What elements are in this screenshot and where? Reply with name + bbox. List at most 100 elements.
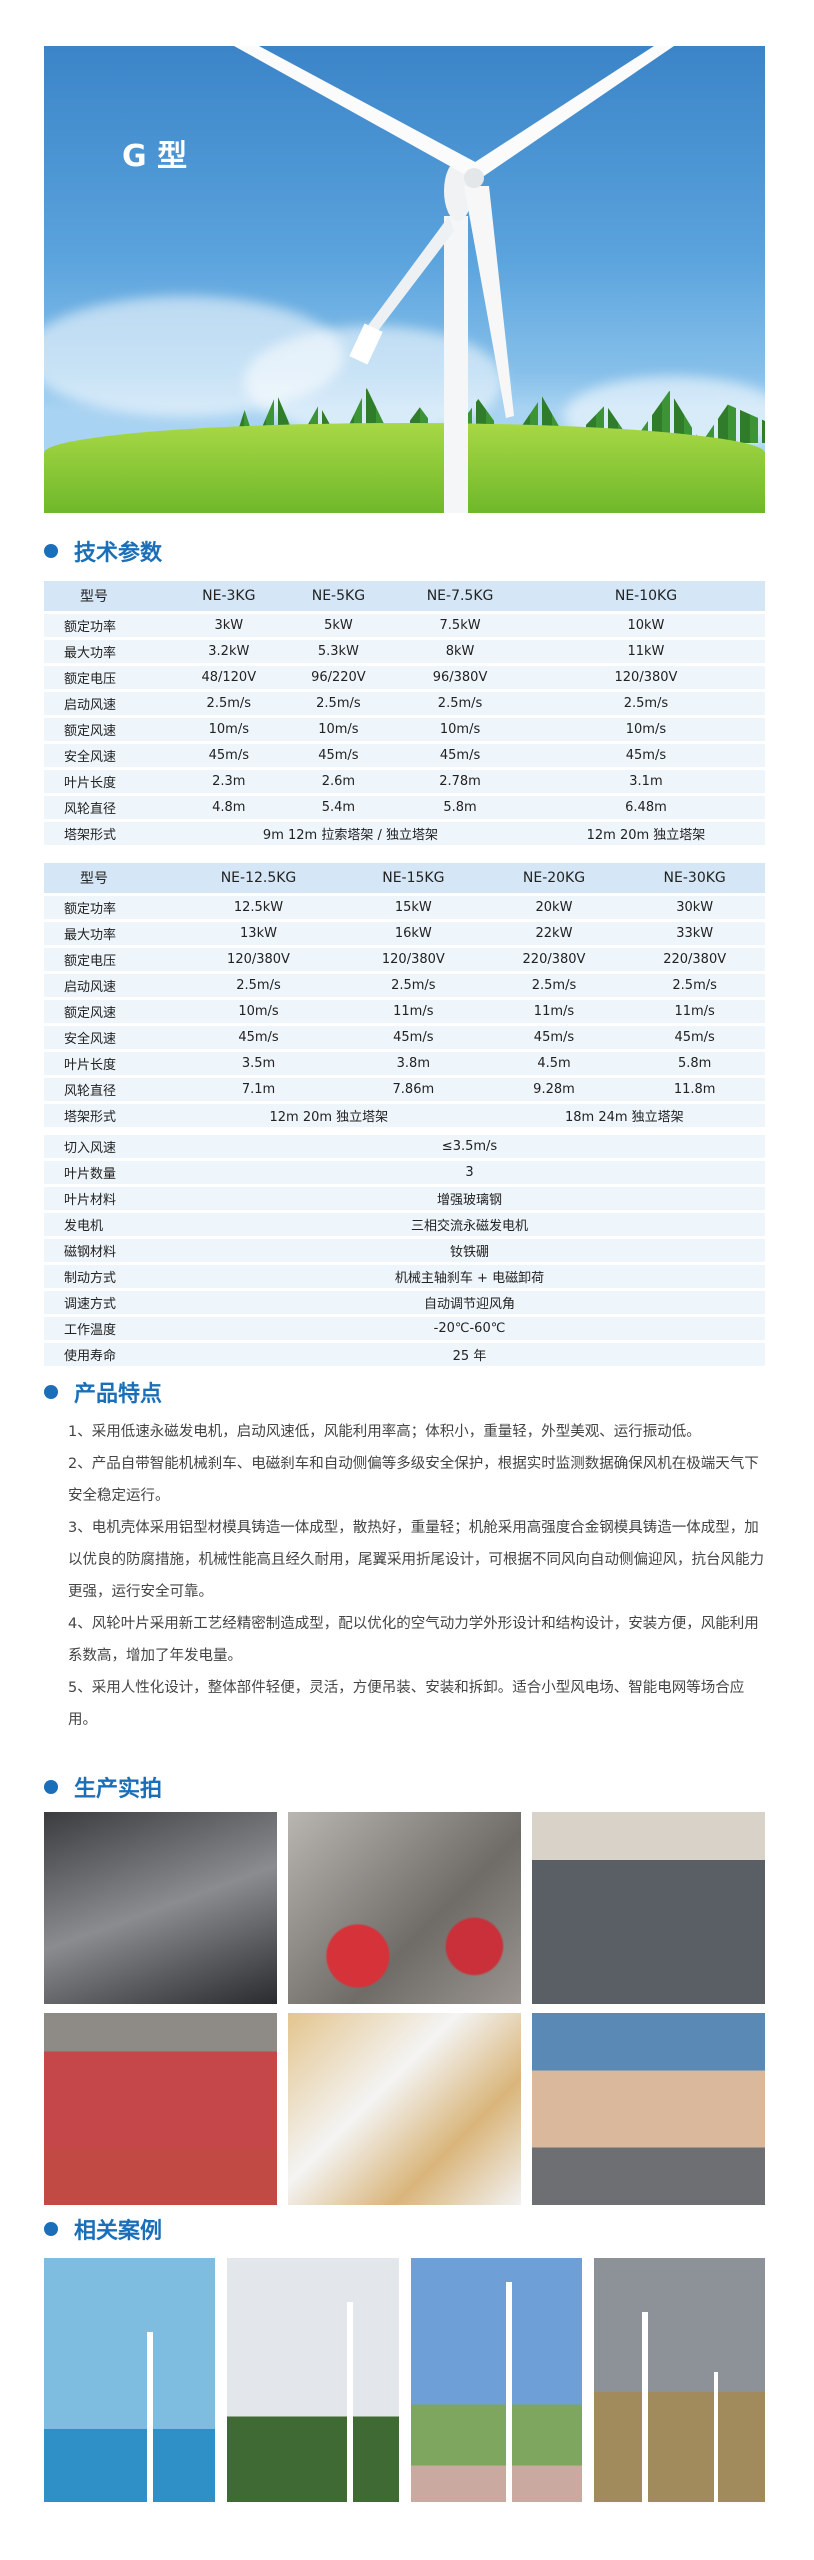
table-row-tower: 塔架形式 12m 20m 独立塔架 18m 24m 独立塔架 [44,1104,765,1127]
table-row: 制动方式 机械主轴刹车 + 电磁卸荷 [44,1265,765,1288]
table-cell: 15kW [343,896,484,919]
row-label: 制动方式 [44,1265,174,1288]
feature-item: 2、产品自带智能机械刹车、电磁刹车和自动侧偏等多级安全保护，根据实时监测数据确保… [68,1456,759,1504]
table-cell: 8kW [393,640,527,663]
feature-item: 1、采用低速永磁发电机，启动风速低，风能利用率高；体积小，重量轻，外型美观、运行… [68,1424,701,1440]
row-label: 最大功率 [44,922,174,945]
table-row: 切入风速 ≤3.5m/s [44,1135,765,1158]
production-photos [44,1812,765,2205]
row-label: 型号 [44,581,174,611]
table-cell: 2.5m/s [624,974,765,997]
table-cell: NE-5KG [283,581,394,611]
table-row: 启动风速 2.5m/s 2.5m/s 2.5m/s 2.5m/s [44,692,765,715]
section-production: 生产实拍 [44,1771,162,1803]
table-cell: 三相交流永磁发电机 [174,1213,765,1236]
case-photo-offshore [44,2258,216,2502]
table-row: 叶片长度 3.5m 3.8m 4.5m 5.8m [44,1052,765,1075]
table-cell: 45m/s [624,1026,765,1049]
row-label: 使用寿命 [44,1343,174,1366]
table-cell: 6.48m [526,796,765,819]
table-cell: 11.8m [624,1078,765,1101]
table-cell: 2.3m [174,770,284,793]
row-label: 磁钢材料 [44,1239,174,1262]
row-label: 调速方式 [44,1291,174,1314]
row-label: 叶片材料 [44,1187,174,1210]
specs-table-2: 型号 NE-12.5KG NE-15KG NE-20KG NE-30KG 额定功率 12.5… [44,860,765,1130]
table-cell: 10m/s [174,718,284,741]
table-cell: NE-30KG [624,863,765,893]
row-label: 叶片长度 [44,1052,174,1075]
table-cell: 9m 12m 拉索塔架 / 独立塔架 [174,822,527,845]
photo-generator-housings [288,1812,521,2004]
table-header: 型号 NE-3KG NE-5KG NE-7.5KG NE-10KG [44,581,765,611]
table-cell: 45m/s [483,1026,625,1049]
photo-cnc-machining [44,1812,277,2004]
table-cell: 4.5m [483,1052,625,1075]
table-row: 安全风速 45m/s 45m/s 45m/s 45m/s [44,744,765,767]
table-cell: 7.86m [343,1078,484,1101]
specs-table-common: 切入风速 ≤3.5m/s 叶片数量 3 叶片材料 增强玻璃钢 发电机 三相交流永磁发电机 磁钢材… [44,1132,765,1369]
table-row: 叶片材料 增强玻璃钢 [44,1187,765,1210]
table-cell: 45m/s [174,1026,343,1049]
table-cell: 3.5m [174,1052,343,1075]
row-label: 塔架形式 [44,1104,174,1127]
row-label: 安全风速 [44,744,174,767]
table-cell: 10kW [526,614,765,637]
table-cell: 5.8m [624,1052,765,1075]
table-cell: 45m/s [174,744,284,767]
row-label: 塔架形式 [44,822,174,845]
section-cases: 相关案例 [44,2213,162,2245]
table-row: 最大功率 3.2kW 5.3kW 8kW 11kW [44,640,765,663]
specs-table-1: 型号 NE-3KG NE-5KG NE-7.5KG NE-10KG 额定功率 3kW 5kW 7… [44,578,765,848]
table-cell: 120/380V [343,948,484,971]
features-list: 1、采用低速永磁发电机，启动风速低，风能利用率高；体积小，重量轻，外型美观、运行… [68,1416,768,1736]
table-cell: ≤3.5m/s [174,1135,765,1158]
table-cell: NE-7.5KG [393,581,527,611]
table-cell: 11kW [526,640,765,663]
table-cell: 3kW [174,614,284,637]
table-cell: 7.5kW [393,614,527,637]
table-header: 型号 NE-12.5KG NE-15KG NE-20KG NE-30KG [44,863,765,893]
row-label: 叶片长度 [44,770,174,793]
table-row: 调速方式 自动调节迎风角 [44,1291,765,1314]
table-row: 额定功率 3kW 5kW 7.5kW 10kW [44,614,765,637]
section-features: 产品特点 [44,1376,162,1408]
table-cell: 220/380V [624,948,765,971]
table-cell: 自动调节迎风角 [174,1291,765,1314]
table-cell: NE-12.5KG [174,863,343,893]
photo-packed-crates [288,2013,521,2205]
table-cell: 2.5m/s [343,974,484,997]
table-cell: 18m 24m 独立塔架 [483,1104,765,1127]
row-label: 风轮直径 [44,1078,174,1101]
table-cell: 3 [174,1161,765,1184]
row-label: 安全风速 [44,1026,174,1049]
table-cell: 25 年 [174,1343,765,1366]
table-cell: 45m/s [526,744,765,767]
row-label: 启动风速 [44,692,174,715]
table-cell: 增强玻璃钢 [174,1187,765,1210]
section-specs: 技术参数 [44,535,162,567]
table-cell: 11m/s [343,1000,484,1023]
table-row: 额定功率 12.5kW 15kW 20kW 30kW [44,896,765,919]
feature-item: 3、电机壳体采用铝型材模具铸造一体成型，散热好，重量轻；机舱采用高强度合金钢模具… [68,1520,764,1600]
table-cell: 2.5m/s [393,692,527,715]
row-label: 风轮直径 [44,796,174,819]
row-label: 型号 [44,863,174,893]
table-cell: 45m/s [283,744,394,767]
table-row: 启动风速 2.5m/s 2.5m/s 2.5m/s 2.5m/s [44,974,765,997]
feature-item: 5、采用人性化设计，整体部件轻便，灵活，方便吊装、安装和拆卸。适合小型风电场、智… [68,1680,745,1728]
table-cell: 5.8m [393,796,527,819]
table-cell: 4.8m [174,796,284,819]
table-cell: 10m/s [283,718,394,741]
table-cell: 5kW [283,614,394,637]
table-cell: 12.5kW [174,896,343,919]
table-cell: 11m/s [483,1000,625,1023]
feature-item: 4、风轮叶片采用新工艺经精密制造成型，配以优化的空气动力学外形设计和结构设计，安… [68,1616,759,1664]
table-cell: 7.1m [174,1078,343,1101]
table-cell: 5.3kW [283,640,394,663]
table-cell: NE-20KG [483,863,625,893]
table-row: 安全风速 45m/s 45m/s 45m/s 45m/s [44,1026,765,1049]
table-cell: 10m/s [526,718,765,741]
case-photos [44,2258,765,2502]
row-label: 额定功率 [44,614,174,637]
